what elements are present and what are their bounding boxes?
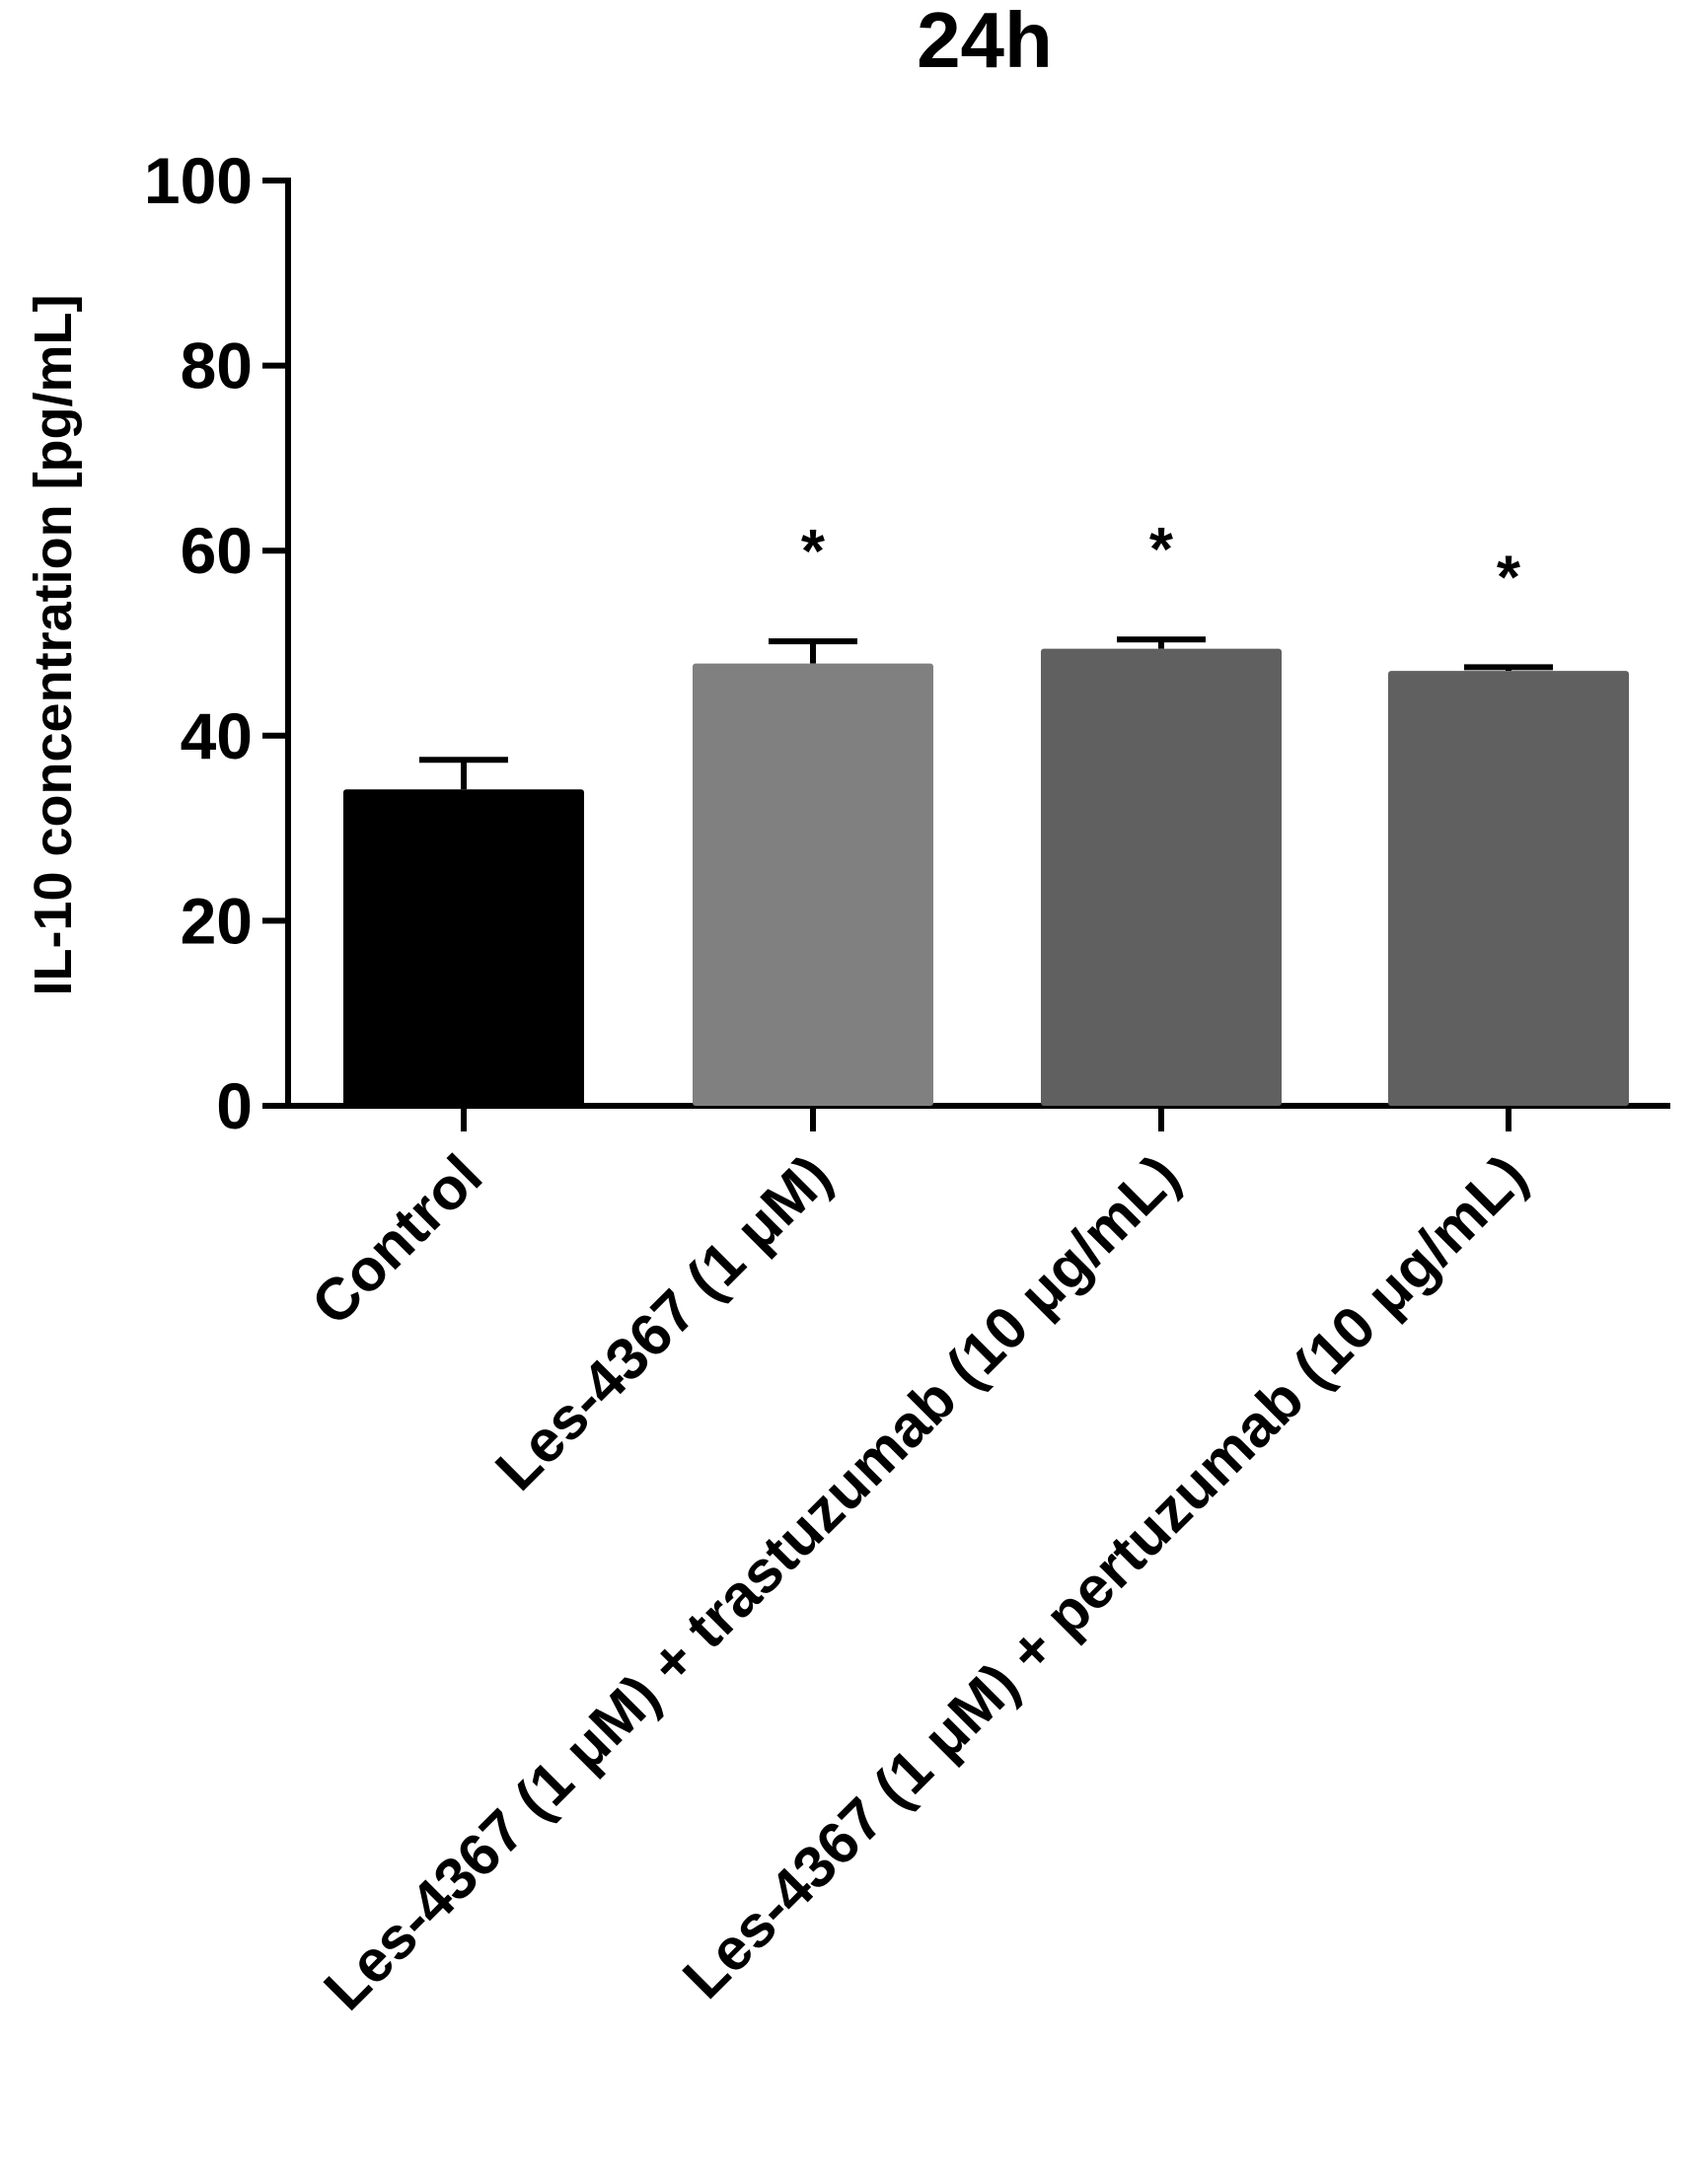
chart-title: 24h [917,0,1053,84]
bar [693,663,933,1106]
significance-mark: * [1149,516,1174,584]
bars: * * * [343,516,1629,1131]
category-label: Les-4367 (1 μM) [482,1142,844,1503]
category-label: Control [299,1142,494,1338]
y-tick-label: 20 [181,884,253,957]
y-tick-label: 100 [144,144,253,217]
y-tick-label: 60 [181,514,253,587]
y-axis-label: IL-10 concentration [pg/mL] [24,294,83,995]
y-tick-label: 80 [181,329,253,402]
bar [343,789,584,1106]
bar [1041,648,1282,1106]
significance-mark: * [1497,544,1521,612]
y-tick-label: 0 [216,1069,253,1142]
y-ticks: 0 20 40 60 80 100 [144,144,288,1142]
significance-mark: * [801,518,826,586]
bar [1388,671,1629,1106]
y-tick-label: 40 [181,699,253,772]
